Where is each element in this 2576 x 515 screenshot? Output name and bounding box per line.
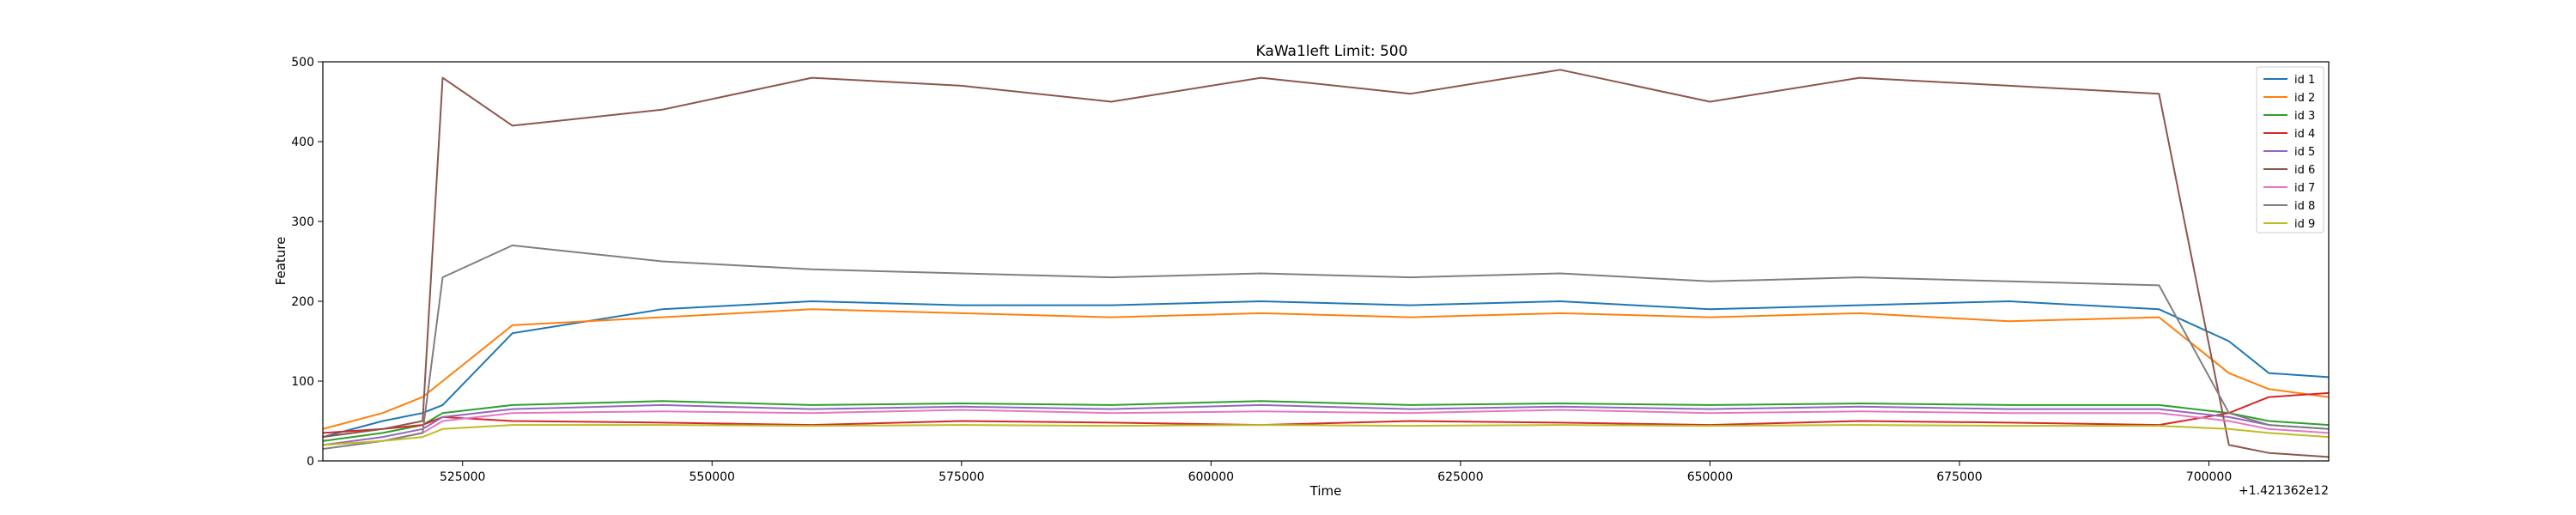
legend-label: id 9 [2294, 218, 2315, 231]
legend-label: id 1 [2294, 74, 2315, 87]
chart-title: KaWa1left Limit: 500 [1256, 43, 1408, 60]
legend-label: id 8 [2294, 200, 2315, 213]
series-line-3 [323, 400, 2329, 442]
x-tick-label: 700000 [2186, 470, 2232, 484]
x-axis: 525000 550000 575000 600000 625000 650000 6750… [440, 461, 2232, 484]
legend-label: id 2 [2294, 92, 2315, 105]
y-axis-label: Feature [273, 237, 289, 286]
y-tick-label: 0 [307, 455, 314, 469]
x-axis-offset-label: +1.421362e12 [2239, 484, 2329, 498]
x-tick-label: 600000 [1188, 470, 1234, 484]
series-line-1 [323, 300, 2329, 439]
series-line-7 [323, 409, 2329, 446]
legend-label: id 6 [2294, 164, 2315, 177]
y-tick-label: 500 [291, 56, 314, 70]
x-axis-label: Time [1309, 483, 1342, 499]
legend-label: id 5 [2294, 146, 2315, 159]
series-line-2 [323, 308, 2329, 430]
series-line-6 [323, 69, 2329, 458]
legend-label: id 3 [2294, 110, 2315, 123]
x-tick-label: 650000 [1687, 470, 1733, 484]
x-tick-label: 575000 [939, 470, 984, 484]
series-line-9 [323, 424, 2329, 446]
series-layer [323, 69, 2329, 458]
y-tick-label: 300 [291, 215, 314, 229]
legend-label: id 7 [2294, 182, 2315, 195]
x-tick-label: 675000 [1936, 470, 1982, 484]
y-axis: 0 100 200 300 400 500 [291, 56, 323, 469]
legend-label: id 4 [2294, 128, 2315, 141]
legend: id 1 id 2 id 3 id 4 id 5 id 6 id 7 id 8 id 9 [2256, 66, 2324, 233]
series-line-8 [323, 244, 2329, 450]
y-tick-label: 200 [291, 295, 314, 309]
x-tick-label: 625000 [1437, 470, 1483, 484]
x-tick-label: 525000 [440, 470, 485, 484]
y-tick-label: 100 [291, 375, 314, 389]
legend-box [2256, 66, 2324, 233]
y-tick-label: 400 [291, 136, 314, 149]
series-line-5 [323, 403, 2329, 446]
x-tick-label: 550000 [690, 470, 735, 484]
plot-frame [322, 61, 2330, 462]
